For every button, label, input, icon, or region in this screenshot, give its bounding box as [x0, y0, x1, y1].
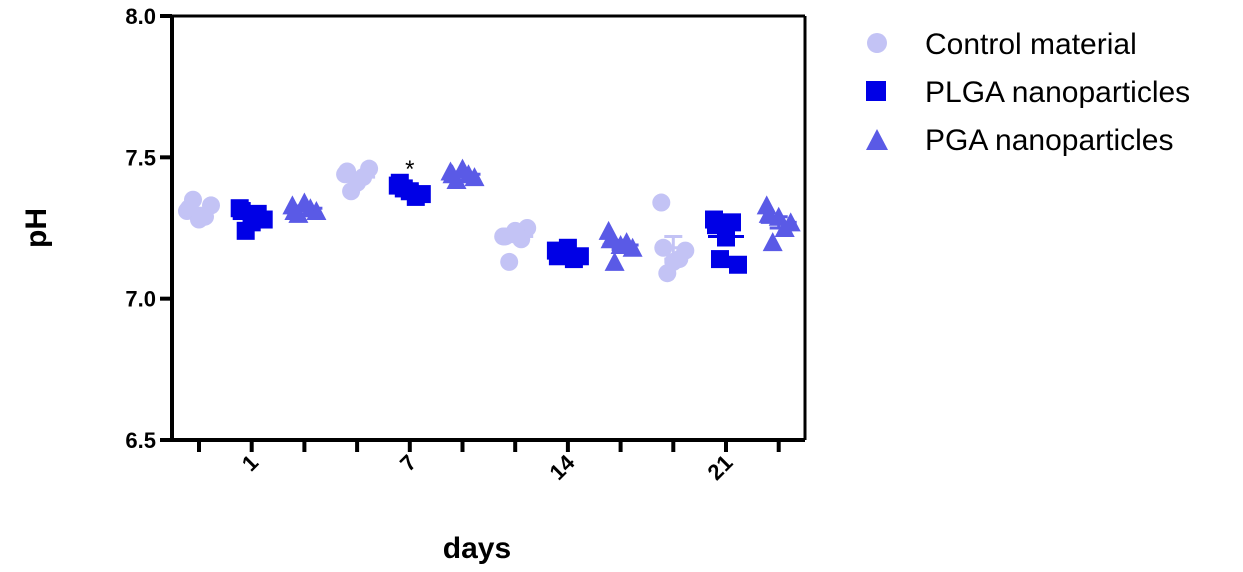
- x-tick-label: 14: [544, 449, 580, 485]
- data-point-pga: [284, 201, 305, 221]
- annotations: *: [405, 156, 414, 183]
- legend-label-pga: PGA nanoparticles: [925, 124, 1173, 157]
- legend-label-control: Control material: [925, 28, 1137, 61]
- x-tick-label: 7: [395, 450, 421, 476]
- data-point-pga: [604, 251, 625, 271]
- significance-asterisk: *: [405, 156, 414, 183]
- y-axis-title: pH: [20, 208, 53, 248]
- data-point-plga: [729, 255, 747, 274]
- y-tick-label: 6.5: [125, 428, 156, 453]
- legend-marker-plga: [866, 81, 886, 101]
- data-point-control: [652, 193, 671, 212]
- data-point-control: [664, 252, 683, 271]
- data-marks: [178, 158, 801, 283]
- data-point-plga: [707, 216, 725, 235]
- x-axis-title: days: [443, 532, 511, 565]
- x-tick-label: 21: [703, 450, 738, 485]
- y-tick-label: 7.0: [125, 287, 156, 312]
- data-point-pga: [762, 232, 783, 252]
- y-ticks: 6.5 7.0 7.5 8.0: [125, 4, 172, 453]
- y-tick-label: 8.0: [125, 4, 156, 29]
- legend-marker-pga: [866, 129, 888, 150]
- legend: Control material PLGA nanoparticles PGA …: [866, 28, 1190, 157]
- legend-label-plga: PLGA nanoparticles: [925, 76, 1190, 109]
- y-tick-label: 7.5: [125, 145, 156, 170]
- x-ticks: 1 7 14 21: [197, 440, 781, 485]
- x-tick-label: 1: [237, 450, 263, 476]
- data-point-plga: [711, 250, 729, 269]
- legend-marker-control: [867, 33, 887, 53]
- data-point-control: [500, 252, 519, 271]
